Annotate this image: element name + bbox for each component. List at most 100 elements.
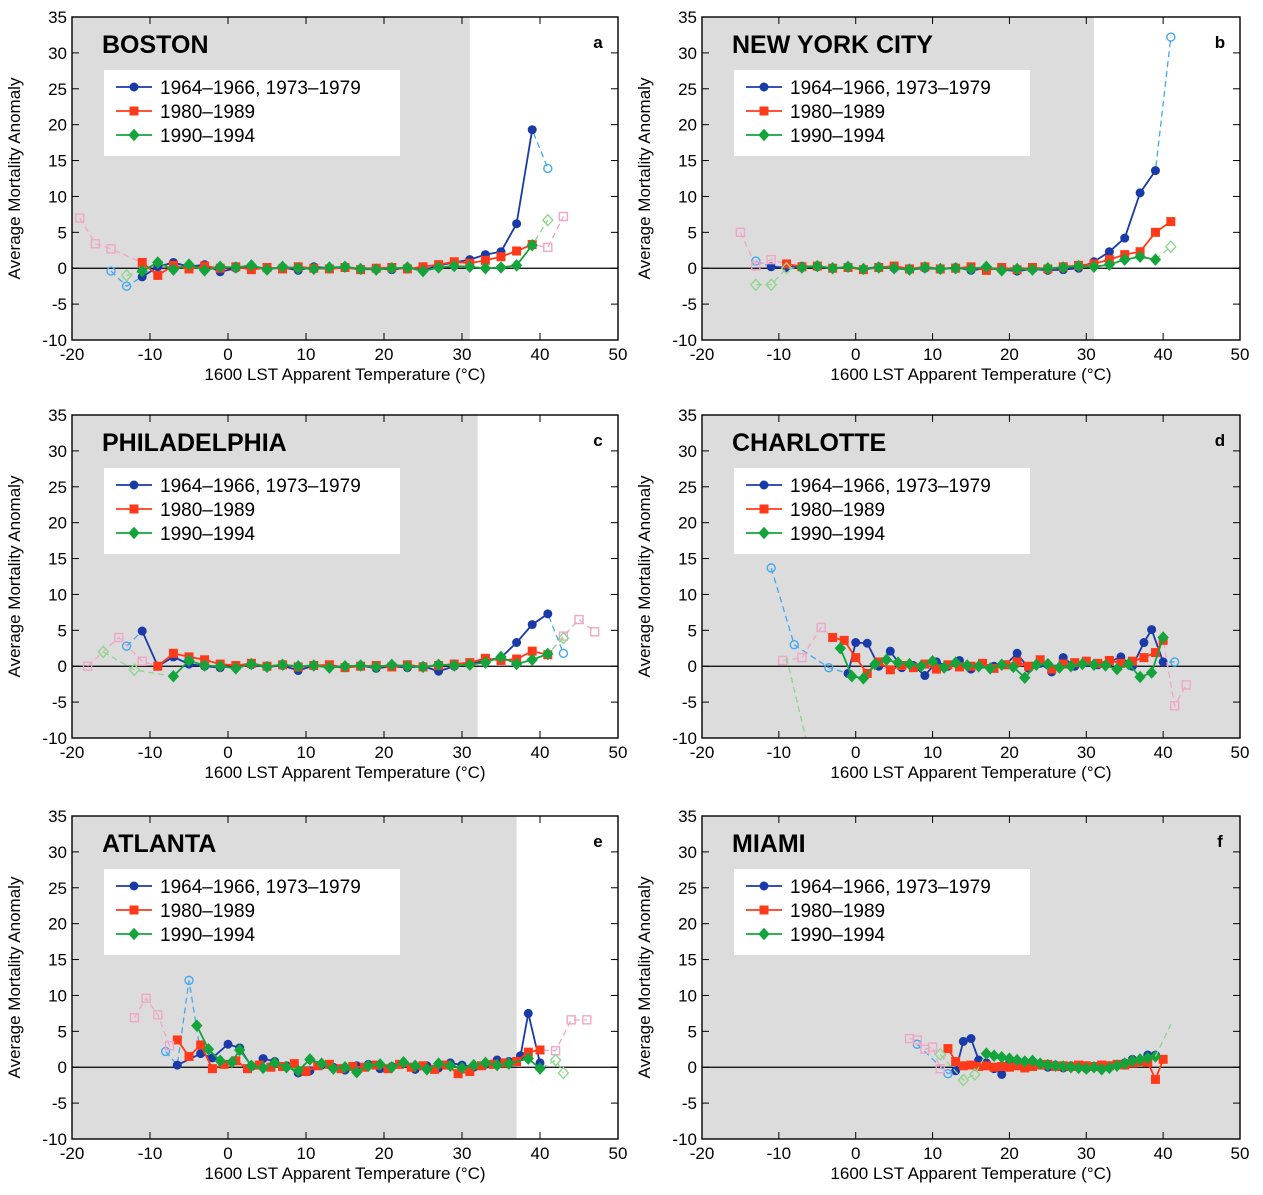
series-1-point — [782, 259, 792, 269]
x-tick-label: 0 — [851, 743, 860, 762]
x-tick-label: -10 — [767, 345, 792, 364]
series-2-point — [354, 659, 367, 672]
x-tick-label: -20 — [60, 1144, 85, 1163]
y-axis-label: Average Mortality Anomaly — [635, 77, 654, 279]
series-2-point — [510, 657, 523, 671]
series-2-point — [1099, 659, 1112, 672]
y-tick-label: -10 — [672, 1130, 697, 1149]
series-1-open-point — [75, 213, 85, 223]
y-tick-label: 30 — [678, 44, 697, 63]
series-1-point — [828, 633, 838, 643]
series-2-point — [926, 654, 939, 668]
y-tick-label: 15 — [48, 951, 67, 970]
y-tick-label: 35 — [678, 8, 697, 27]
x-tick-label: 10 — [923, 743, 942, 762]
series-0-point — [766, 262, 776, 272]
y-tick-label: -10 — [42, 729, 67, 748]
legend-marker — [129, 82, 139, 92]
series-1-point — [943, 1044, 953, 1054]
series-2-open-point — [749, 278, 762, 292]
y-tick-label: 0 — [58, 1058, 67, 1077]
series-0-open-point — [943, 1068, 953, 1079]
series-2-point — [152, 256, 164, 269]
x-tick-label: 40 — [1154, 743, 1173, 762]
series-2-point — [1103, 258, 1116, 271]
y-axis-label: Average Mortality Anomaly — [635, 876, 654, 1078]
series-0-point — [512, 638, 522, 648]
x-axis-label: 1600 LST Apparent Temperature (°C) — [830, 365, 1111, 384]
series-2-point — [857, 672, 870, 685]
plot-frame — [71, 815, 619, 1140]
plot-frame — [71, 414, 619, 739]
series-2-point — [479, 656, 492, 669]
series-2-point — [846, 670, 858, 683]
series-2-point — [1134, 670, 1146, 684]
series-1-open-point — [106, 244, 116, 254]
series-2-open-point — [1164, 240, 1177, 254]
panel-title: CHARLOTTE — [732, 429, 886, 457]
x-tick-label: 30 — [453, 1144, 472, 1163]
shaded-region — [702, 17, 1094, 340]
series-0-open-point — [789, 639, 799, 650]
x-tick-label: 10 — [297, 345, 316, 364]
y-tick-label: 10 — [48, 187, 67, 206]
series-1-open-point — [137, 656, 147, 666]
series-1-open-point — [114, 632, 124, 643]
legend-box — [734, 869, 1030, 955]
series-1-point — [1150, 648, 1160, 658]
y-tick-label: 10 — [678, 986, 697, 1005]
legend-label: 1990–1994 — [790, 524, 886, 545]
series-2-point — [292, 1064, 304, 1078]
series-1-open-point — [582, 1015, 592, 1025]
y-tick-label: 25 — [48, 879, 67, 898]
series-1-point — [885, 665, 895, 675]
series-0-open-point — [121, 281, 132, 291]
series-2-point — [230, 662, 242, 675]
series-0-point — [1135, 188, 1145, 198]
x-tick-label: -20 — [690, 345, 715, 364]
x-tick-label: 50 — [1231, 345, 1250, 364]
series-2-open-point — [934, 1047, 947, 1061]
y-tick-label: -10 — [672, 331, 697, 350]
data-layer — [766, 563, 1191, 738]
series-2-point — [522, 1052, 534, 1065]
series-2-point — [1122, 657, 1135, 671]
series-0-open-point — [558, 648, 569, 659]
series-2-point — [510, 259, 523, 272]
series-2-point — [315, 1057, 328, 1070]
x-tick-label: 0 — [223, 345, 232, 364]
panel-title: PHILADELPHIA — [102, 429, 287, 457]
series-2-point — [1076, 657, 1089, 671]
data-layer — [904, 1023, 1172, 1087]
series-1-open-point — [816, 622, 826, 633]
series-2-point — [984, 662, 996, 675]
y-tick-label: 20 — [678, 915, 697, 934]
series-2-point — [214, 260, 226, 274]
series-2-point — [167, 670, 180, 683]
y-tick-label: 30 — [48, 442, 67, 461]
series-2-open-point — [765, 278, 778, 292]
series-2-point — [1049, 1059, 1062, 1073]
y-tick-label: 20 — [678, 514, 697, 533]
y-axis-label: Average Mortality Anomaly — [5, 876, 24, 1078]
chart-panel-a: -20 -10 0 10 20 30 40 50-10-5051015202530351600… — [5, 8, 627, 384]
chart-panel-f: -20 -10 0 10 20 30 40 50-10-5051015202530351600… — [635, 807, 1249, 1183]
series-2-point — [386, 1060, 398, 1074]
panel-letter: a — [593, 33, 603, 52]
plot-frame — [701, 16, 1241, 341]
legend-label: 1964–1966, 1973–1979 — [160, 78, 361, 99]
legend-marker — [129, 905, 139, 915]
legend-label: 1980–1989 — [790, 901, 885, 922]
series-2-open-point — [120, 268, 133, 282]
series-2-point — [292, 261, 304, 275]
series-2-point — [1057, 1060, 1069, 1073]
series-0-point — [523, 1008, 533, 1018]
series-2-point — [354, 262, 367, 276]
series-2-point — [934, 262, 946, 276]
y-tick-label: 0 — [688, 657, 697, 676]
series-2-point — [351, 1066, 363, 1079]
series-2-point — [996, 264, 1008, 277]
series-1-open-point — [927, 1042, 938, 1052]
series-1-point — [168, 648, 178, 658]
y-tick-label: -5 — [682, 295, 697, 314]
